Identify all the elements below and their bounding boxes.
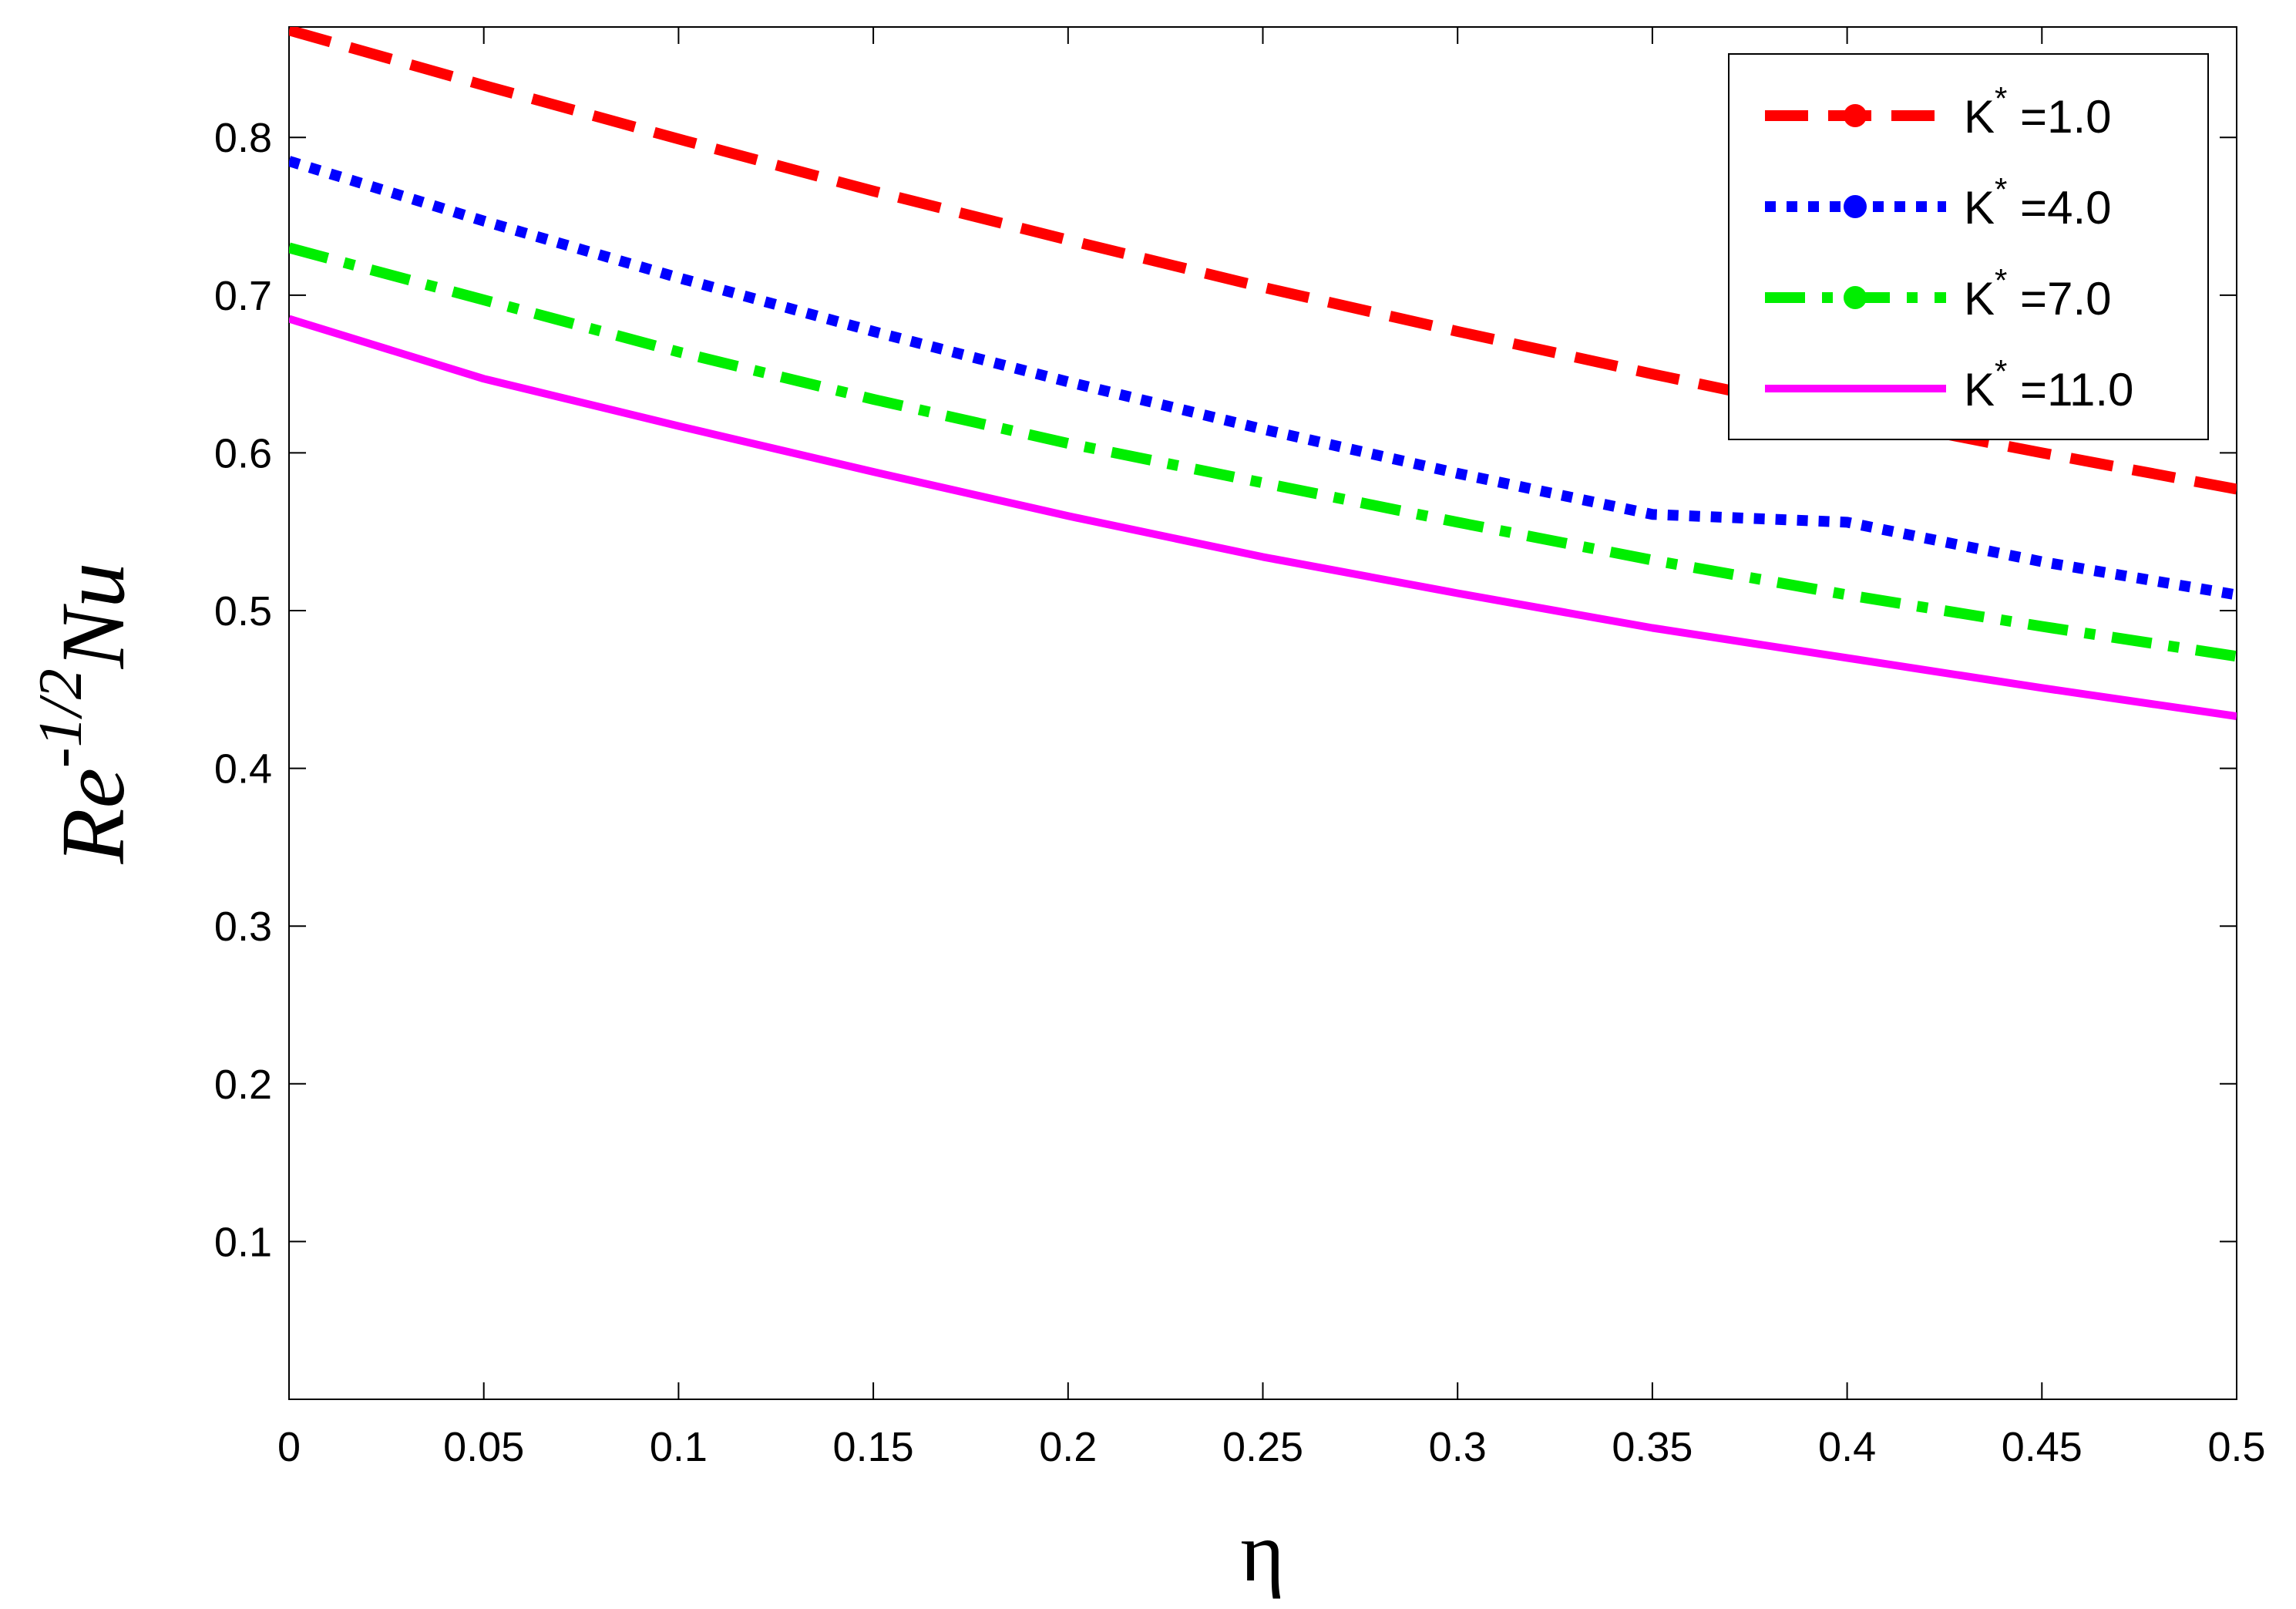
x-tick-label: 0.3	[1429, 1424, 1487, 1470]
y-tick-label: 0.2	[214, 1062, 272, 1108]
series-line-4	[289, 315, 2237, 721]
series-line-2	[289, 156, 2237, 601]
legend-marker	[1844, 195, 1867, 218]
x-tick-label: 0.4	[1818, 1424, 1876, 1470]
legend-item-2: K* =4.0	[1765, 171, 2112, 234]
x-tick-label: 0.1	[650, 1424, 708, 1470]
legend-marker	[1844, 286, 1867, 309]
y-tick-label: 0.5	[214, 588, 272, 635]
y-tick-label: 0.1	[214, 1219, 272, 1265]
y-axis-label-base: Re	[42, 768, 143, 864]
legend-marker	[1844, 104, 1867, 127]
svg-text:Re-1/2Nu: Re-1/2Nu	[27, 562, 143, 864]
x-axis-title: η	[1240, 1505, 1285, 1599]
x-tick-label: 0.2	[1039, 1424, 1097, 1470]
x-tick-label: 0.5	[2207, 1424, 2265, 1470]
legend-item-1: K* =1.0	[1765, 80, 2112, 143]
y-axis-label-base2: Nu	[42, 562, 143, 669]
legend-label: K* =4.0	[1964, 171, 2112, 234]
y-tick-label: 0.7	[214, 273, 272, 319]
legend-item-4: K* =11.0	[1765, 353, 2133, 416]
legend-box	[1728, 53, 2209, 440]
y-axis-title: Re-1/2Nu	[27, 562, 143, 864]
x-tick-label: 0.25	[1222, 1424, 1303, 1470]
x-tick-label: 0.35	[1612, 1424, 1693, 1470]
legend-label: K* =11.0	[1964, 353, 2133, 416]
y-tick-label: 0.8	[214, 115, 272, 161]
y-tick-label: 0.3	[214, 904, 272, 950]
legend-label: K* =7.0	[1964, 262, 2112, 325]
legend: K* =1.0 K* =4.0 K* =7.0 K* =11.0	[1728, 53, 2209, 440]
x-tick-label: 0	[277, 1424, 301, 1470]
x-axis-ticks: 0 0.05 0.1 0.15 0.2 0.25 0.3 0.35 0.4 0.45 0.5	[277, 27, 2266, 1470]
x-tick-label: 0.45	[2002, 1424, 2083, 1470]
x-axis-label: η	[1240, 1505, 1285, 1599]
y-tick-label: 0.4	[214, 746, 272, 793]
legend-item-3: K* =7.0	[1765, 262, 2112, 325]
x-tick-label: 0.15	[833, 1424, 914, 1470]
legend-label: K* =1.0	[1964, 80, 2112, 143]
y-tick-label: 0.6	[214, 430, 272, 476]
x-tick-label: 0.05	[443, 1424, 524, 1470]
y-axis-ticks: 0.1 0.2 0.3 0.4 0.5 0.6 0.7 0.8	[214, 115, 2237, 1265]
y-axis-label-exponent: -1/2	[27, 668, 95, 768]
